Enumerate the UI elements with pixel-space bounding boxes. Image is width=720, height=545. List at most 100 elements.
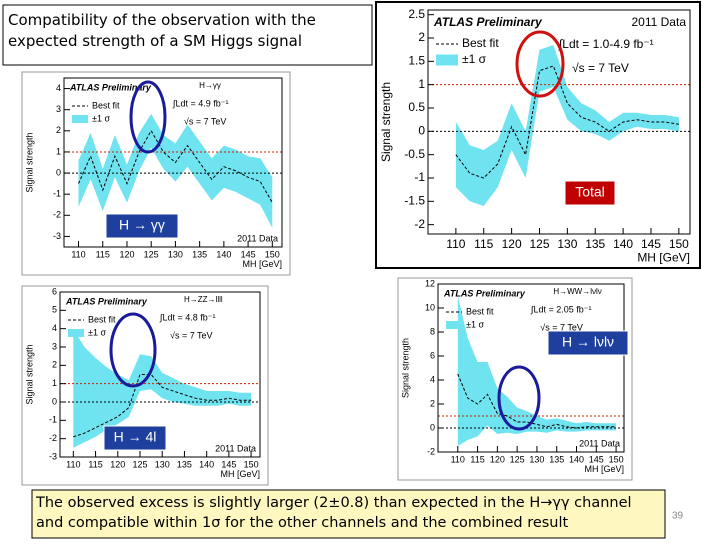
caption-holder: The observed excess is slightly larger (… <box>36 495 632 531</box>
title-holder: Compatibility of the observation with th… <box>8 11 316 50</box>
y-tick-label: -0.5 <box>404 147 425 161</box>
label-box <box>105 213 179 239</box>
x-tick-label: 150 <box>265 249 280 259</box>
label-box <box>564 180 616 206</box>
experiment-label: ATLAS Preliminary <box>433 15 543 29</box>
x-tick-label: 115 <box>474 237 493 251</box>
caption: The observed excess is slightly larger (… <box>36 495 632 531</box>
dataset-label: 2011 Data <box>215 443 256 453</box>
y-tick-label: 3 <box>52 341 57 351</box>
highlight-circle <box>129 80 167 154</box>
best-fit-line <box>455 65 679 179</box>
highlight-circle <box>497 365 541 431</box>
luminosity-label: ∫Ldt = 2.05 fb⁻¹ <box>530 304 592 314</box>
best-fit-line <box>457 373 617 429</box>
y-tick-label: 2.5 <box>408 7 425 21</box>
x-axis-title: MH [GeV] <box>637 250 690 264</box>
plot-area <box>437 283 625 453</box>
x-tick-label: 135 <box>585 237 605 251</box>
legend-swatch <box>72 115 88 123</box>
legend-swatch <box>436 54 458 66</box>
highlight-circle <box>109 312 157 388</box>
overlay: Total H → γγ H → 4l H → lνlν The observe… <box>31 30 684 539</box>
x-tick-label: 130 <box>168 249 183 259</box>
legend-label: Best fit <box>462 36 499 50</box>
experiment-label: ATLAS Preliminary <box>65 296 148 306</box>
x-tick-label: 130 <box>155 459 170 469</box>
y-tick-label: -2 <box>49 433 57 443</box>
caption-box <box>31 489 666 539</box>
y-tick-label: 3 <box>56 104 61 114</box>
y-tick-label: 0 <box>418 124 425 138</box>
highlight-circle <box>515 30 565 98</box>
energy-label: √s = 7 TeV <box>572 61 629 75</box>
y-tick-label: -2 <box>414 217 425 231</box>
x-tick-label: 120 <box>502 237 522 251</box>
y-tick-label: 0.5 <box>408 100 425 114</box>
luminosity-label: ∫Ldt = 4.8 fb⁻¹ <box>159 312 216 322</box>
legend-label: ±1 σ <box>92 113 110 123</box>
x-tick-label: 135 <box>192 249 207 259</box>
x-tick-label: 145 <box>241 249 256 259</box>
legend-label: Best fit <box>466 306 494 316</box>
legend-label: Best fit <box>92 100 120 110</box>
legend-label: Best fit <box>88 314 116 324</box>
luminosity-label: ∫Ldt = 1.0-4.9 fb⁻¹ <box>558 37 654 51</box>
x-axis-title: MH [GeV] <box>220 469 260 479</box>
dataset-label: 2011 Data <box>579 438 620 448</box>
y-tick-label: 4 <box>56 83 61 93</box>
y-tick-label: 8 <box>430 326 435 336</box>
channel-annotation: H→γγ <box>199 81 221 90</box>
x-tick-label: 115 <box>470 454 484 464</box>
energy-label: √s = 7 TeV <box>184 116 227 126</box>
x-tick-label: 110 <box>71 249 85 259</box>
channel-annotation: H→ZZ→llll <box>184 295 223 304</box>
x-tick-label: 125 <box>132 459 147 469</box>
y-tick-label: -2 <box>53 210 61 220</box>
x-tick-label: 145 <box>589 454 604 464</box>
legend-swatch <box>68 329 84 337</box>
legend-label: ±1 σ <box>466 319 484 329</box>
y-tick-label: 0 <box>430 422 435 432</box>
plot-area <box>59 291 261 458</box>
energy-label: √s = 7 TeV <box>540 322 583 332</box>
x-tick-label: 130 <box>557 237 577 251</box>
x-tick-label: 150 <box>244 459 259 469</box>
best-fit-line <box>73 374 252 438</box>
x-tick-label: 140 <box>569 454 584 464</box>
y-tick-label: 2 <box>52 360 57 370</box>
y-tick-label: 12 <box>425 278 435 288</box>
y-tick-label: -1 <box>53 189 61 199</box>
x-tick-label: 110 <box>446 237 465 251</box>
y-axis-title: Signal strength <box>400 338 410 398</box>
channel-label: H → γγ <box>119 217 165 233</box>
dataset-label: 2011 Data <box>237 233 278 243</box>
y-tick-label: -3 <box>49 451 57 461</box>
x-tick-label: 150 <box>609 454 624 464</box>
chart-frame <box>375 1 701 269</box>
page-number: 39 <box>672 511 684 522</box>
channel-label: Total <box>575 184 605 200</box>
x-tick-label: 140 <box>199 459 214 469</box>
x-tick-label: 110 <box>66 459 80 469</box>
x-tick-label: 135 <box>549 454 564 464</box>
y-tick-label: -3 <box>53 231 61 241</box>
y-tick-label: 4 <box>430 374 435 384</box>
legend-label: ±1 σ <box>462 52 487 66</box>
chart-frame <box>397 277 633 481</box>
y-tick-label: 2 <box>56 125 61 135</box>
label-box <box>547 330 629 356</box>
dataset-label: 2011 Data <box>632 15 687 29</box>
y-axis-title: Signal strength <box>24 132 34 192</box>
experiment-label: ATLAS Preliminary <box>443 288 526 298</box>
x-tick-label: 115 <box>96 249 110 259</box>
error-band <box>457 296 617 446</box>
y-tick-label: 2 <box>418 30 425 44</box>
x-tick-label: 140 <box>216 249 231 259</box>
title-box <box>2 4 373 66</box>
luminosity-label: ∫Ldt = 4.9 fb⁻¹ <box>172 98 229 108</box>
x-tick-label: 135 <box>177 459 192 469</box>
x-tick-label: 120 <box>119 249 134 259</box>
